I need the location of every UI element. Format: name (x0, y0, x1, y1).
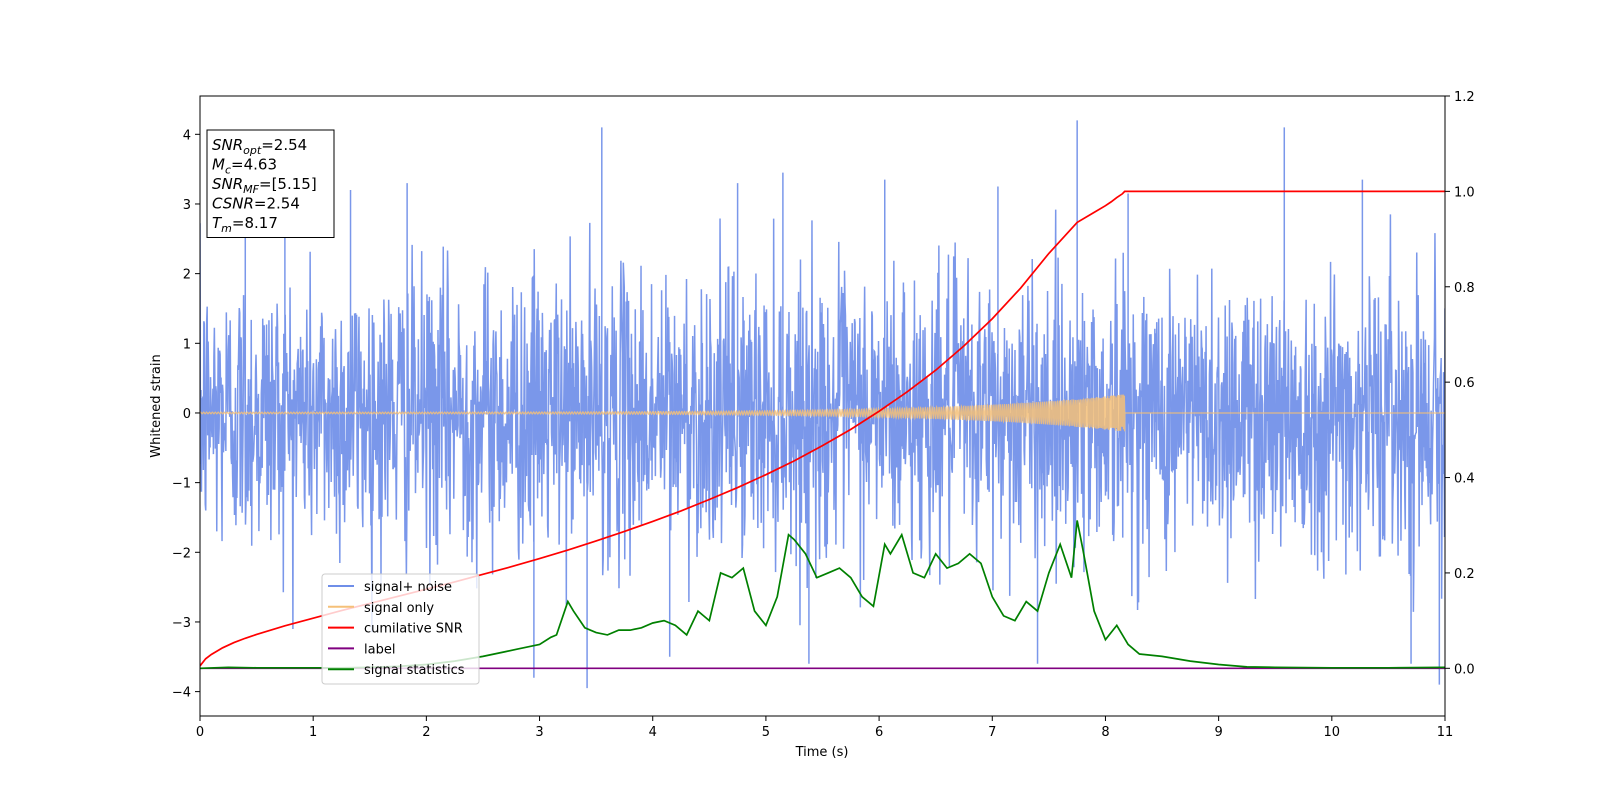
x-tick-label: 2 (422, 725, 430, 740)
x-tick-label: 9 (1214, 725, 1222, 740)
legend-frame (321, 573, 480, 685)
legend-label-signal-only: signal only (364, 601, 434, 616)
y-axis-label: Whitened strain (149, 354, 164, 457)
legend-label-signal-statistics: signal statistics (364, 663, 465, 678)
x-tick-label: 4 (649, 725, 657, 740)
y-tick-label: 3 (183, 198, 191, 213)
ticks-layer: 0 1 2 3 4 5 6 7 8 9 10 11 −4 −3 −2 −1 0 1 2 3 4 0.0 0.2 0.4 0.6 0… (172, 90, 1475, 740)
x-tick-label: 1 (309, 725, 317, 740)
legend: signal+ noise signal only cumilative SNR la… (321, 573, 480, 685)
y-tick-label: −2 (172, 546, 191, 561)
y-tick-label: 1 (183, 337, 191, 352)
y-tick-label: −1 (172, 477, 191, 492)
y-tick-label: 0 (183, 407, 191, 422)
annotation-line: Mc=4.63 (212, 156, 277, 177)
series-signal-noise-line (200, 120, 1445, 689)
plot-frame (199, 95, 1446, 717)
x-tick-label: 7 (988, 725, 996, 740)
legend-label-label: label (364, 642, 395, 657)
x-tick-label: 5 (762, 725, 770, 740)
x-tick-label: 8 (1101, 725, 1109, 740)
annotation-line: SNRMF=[5.15] (212, 175, 317, 196)
x-tick-label: 10 (1324, 725, 1341, 740)
x-axis-label: Time (s) (795, 745, 849, 760)
x-tick-label: 3 (535, 725, 543, 740)
y2-tick-label: 1.2 (1454, 90, 1475, 105)
y2-tick-label: 0.0 (1454, 662, 1475, 677)
legend-label-cumilative-snr: cumilative SNR (364, 622, 463, 637)
legend-label-signal-noise: signal+ noise (364, 580, 452, 595)
x-tick-label: 0 (196, 725, 204, 740)
x-tick-label: 6 (875, 725, 883, 740)
annotation-line: SNRopt=2.54 (212, 136, 307, 157)
annotation-line: CSNR=2.54 (212, 195, 300, 213)
y2-tick-label: 0.2 (1454, 567, 1475, 582)
series-signal-only-line (200, 394, 1445, 432)
x-tick-label: 11 (1437, 725, 1454, 740)
y-tick-label: −3 (172, 616, 191, 631)
y2-tick-label: 0.4 (1454, 472, 1475, 487)
annotation-line: Tm=8.17 (212, 214, 278, 235)
series-cumilative-snr-line (200, 190, 1445, 667)
y-tick-label: −4 (172, 686, 191, 701)
annotation-frame (206, 129, 335, 238)
y2-tick-label: 0.8 (1454, 281, 1475, 296)
y2-tick-label: 1.0 (1454, 185, 1475, 200)
y-tick-label: 4 (183, 128, 191, 143)
series-signal-statistics-line (200, 520, 1445, 670)
y2-tick-label: 0.6 (1454, 376, 1475, 391)
annotation-box: SNRopt=2.54Mc=4.63SNRMF=[5.15]CSNR=2.54T… (206, 129, 335, 238)
y-tick-label: 2 (183, 268, 191, 283)
